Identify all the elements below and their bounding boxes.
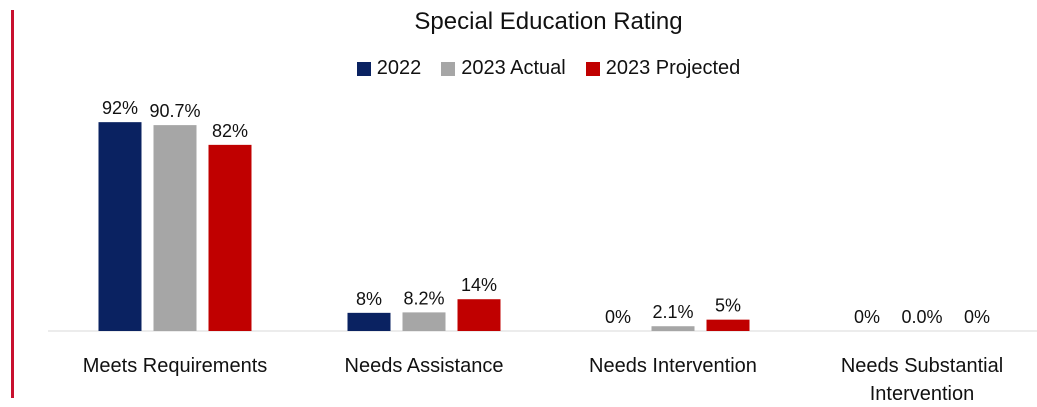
- data-label-needs-substantial-intervention-2023-projected: 0%: [964, 307, 990, 327]
- category-label-needs-assistance: Needs Assistance: [345, 355, 504, 377]
- category-label-meets-requirements: Meets Requirements: [83, 355, 268, 377]
- data-label-needs-assistance-2023-actual: 8.2%: [403, 288, 444, 308]
- legend-item-2023-projected: 2023 Projected: [585, 57, 741, 80]
- chart-title: Special Education Rating: [414, 8, 683, 35]
- legend-label-2023-projected: 2023 Projected: [605, 57, 741, 79]
- bar-meets-requirements-2023-projected: [208, 144, 252, 331]
- bar-needs-intervention-2023-actual: [651, 326, 695, 331]
- data-label-meets-requirements-2022: 92%: [102, 98, 138, 118]
- legend: 2022 2023 Actual 2023 Projected: [0, 57, 1037, 80]
- legend-item-2022: 2022: [356, 57, 422, 80]
- legend-label-2023-actual: 2023 Actual: [461, 57, 566, 79]
- bar-meets-requirements-2023-actual: [153, 125, 197, 332]
- legend-item-2023-actual: 2023 Actual: [441, 57, 566, 80]
- legend-swatch-2023-actual: [441, 61, 456, 76]
- data-label-meets-requirements-2023-projected: 82%: [212, 121, 248, 141]
- bar-needs-assistance-2023-actual: [402, 312, 446, 331]
- bar-needs-assistance-2022: [347, 312, 391, 331]
- data-label-needs-substantial-intervention-2023-actual: 0.0%: [901, 307, 942, 327]
- data-label-needs-intervention-2022: 0%: [605, 307, 631, 327]
- accent-bar: [11, 10, 14, 398]
- data-label-meets-requirements-2023-actual: 90.7%: [149, 101, 200, 121]
- legend-swatch-2023-projected: [585, 61, 600, 76]
- category-label-needs-substantial-intervention-line-1: Needs Substantial: [841, 355, 1003, 377]
- data-label-needs-intervention-2023-projected: 5%: [715, 296, 741, 316]
- data-label-needs-assistance-2023-projected: 14%: [461, 275, 497, 295]
- category-label-needs-substantial-intervention-line-2: Intervention: [870, 383, 975, 405]
- legend-label-2022: 2022: [376, 57, 422, 79]
- data-label-needs-substantial-intervention-2022: 0%: [854, 307, 880, 327]
- category-label-needs-intervention: Needs Intervention: [589, 355, 757, 377]
- data-label-needs-assistance-2022: 8%: [356, 289, 382, 309]
- legend-swatch-2022: [356, 61, 371, 76]
- bar-needs-assistance-2023-projected: [457, 299, 501, 331]
- bar-needs-intervention-2023-projected: [706, 319, 750, 331]
- data-label-needs-intervention-2023-actual: 2.1%: [652, 302, 693, 322]
- bar-meets-requirements-2022: [98, 122, 142, 331]
